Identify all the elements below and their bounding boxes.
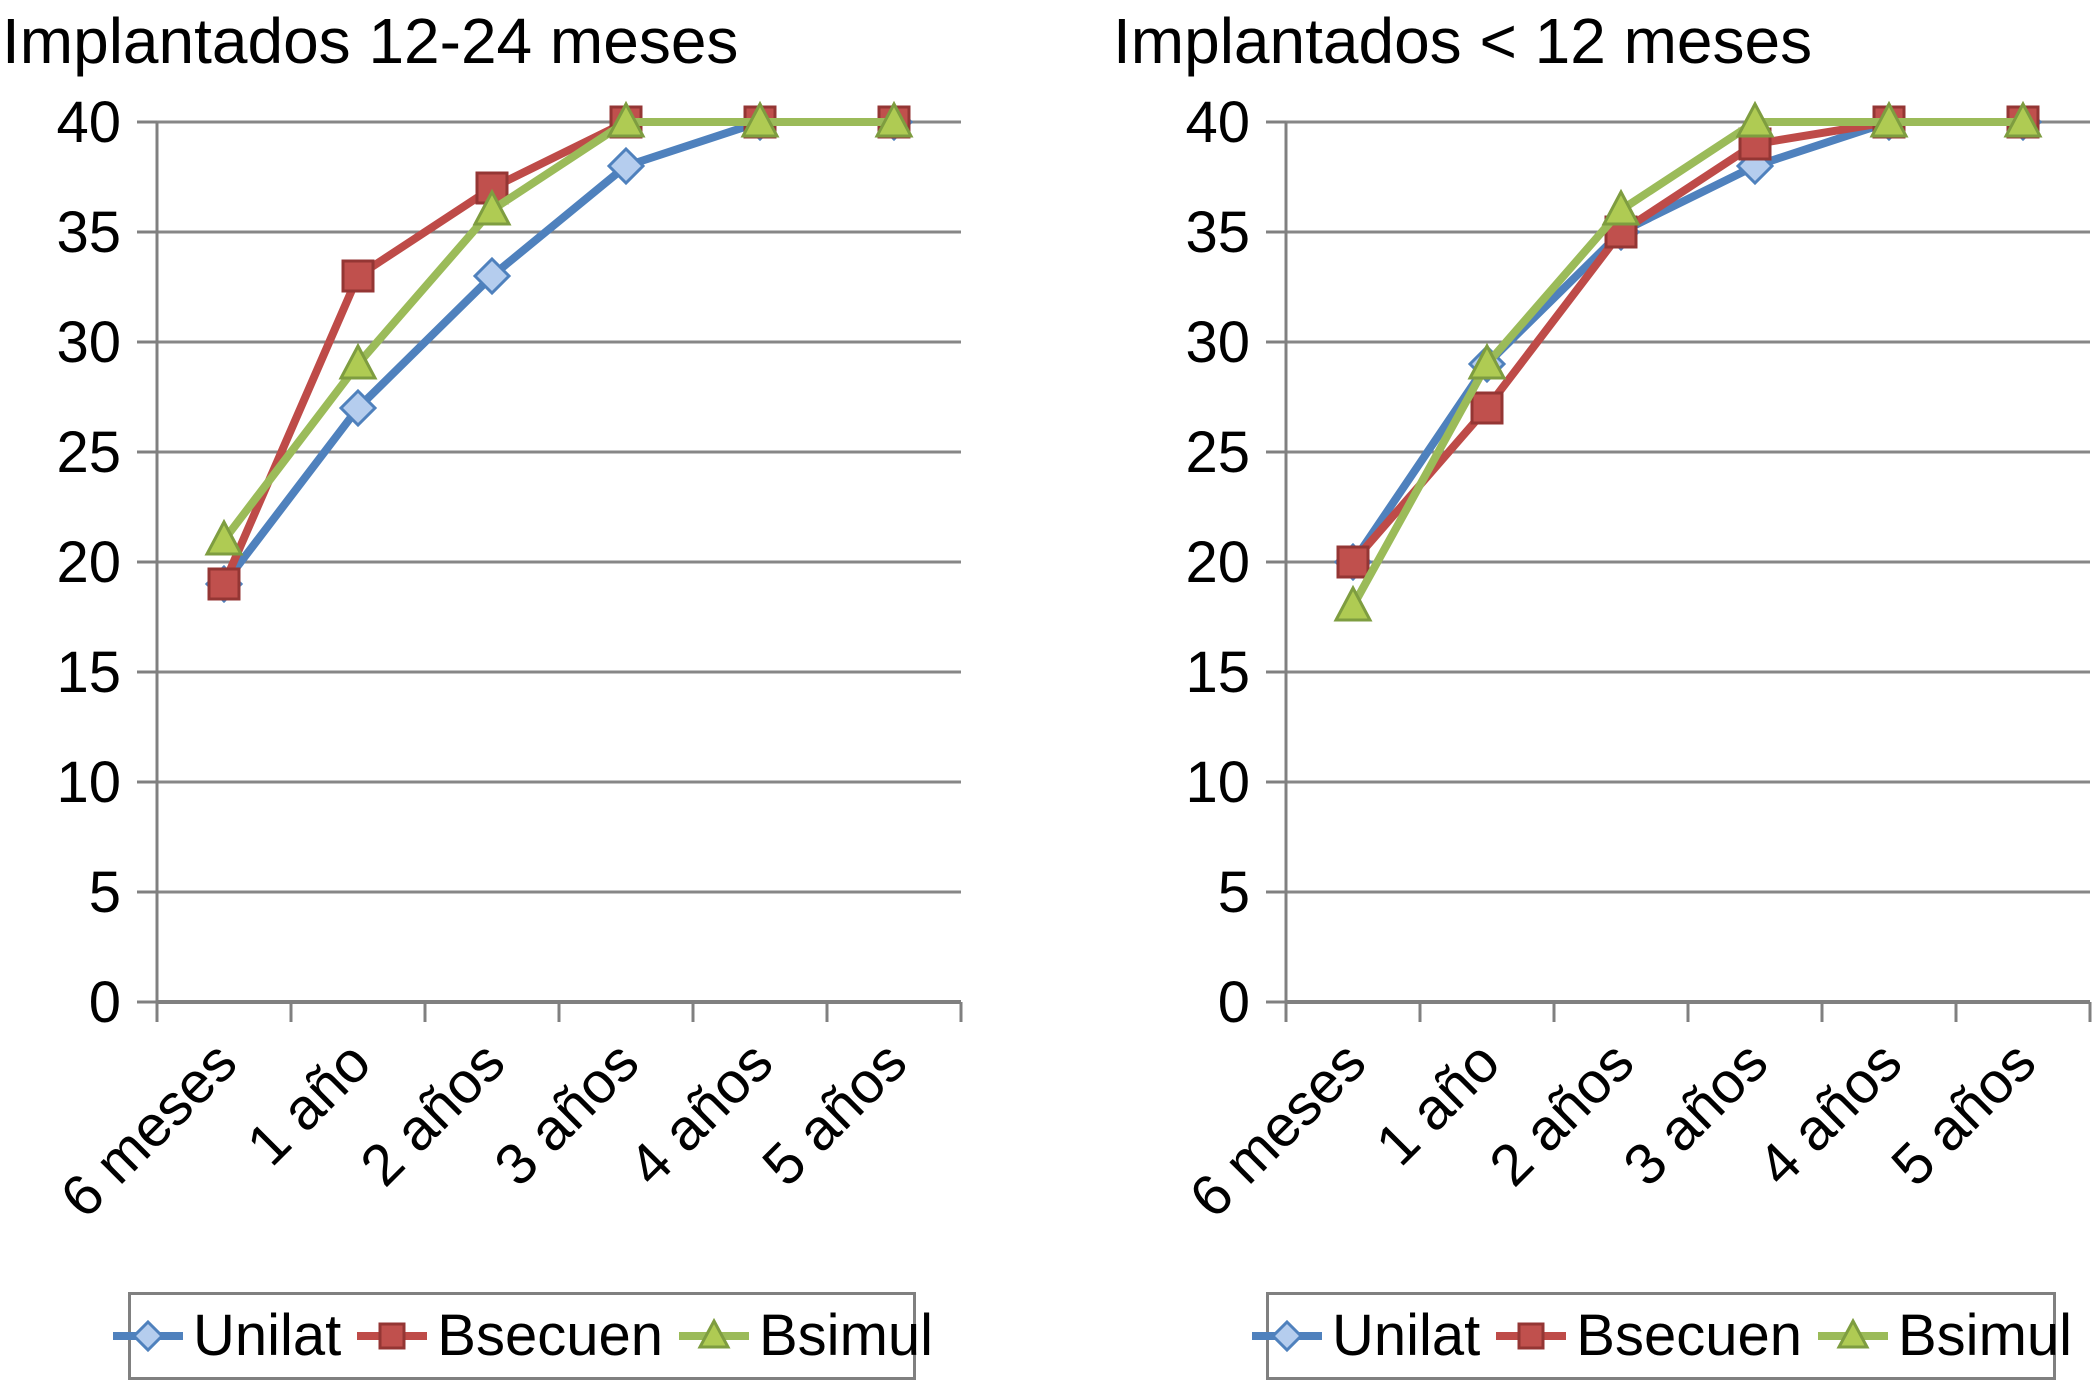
triangle-marker (204, 518, 244, 556)
y-axis-tick-label: 0 (1218, 970, 1250, 1035)
x-axis-category-label: 3 años (482, 1029, 651, 1198)
square-legend-swatch (357, 1322, 428, 1350)
triangle-marker (1735, 100, 1775, 138)
legend-item-unilat: Unilat (111, 1307, 341, 1365)
y-axis-tick-label: 10 (56, 750, 121, 815)
diamond-icon (131, 1319, 165, 1353)
y-axis-tick-label: 25 (1185, 420, 1250, 485)
triangle-marker (338, 342, 378, 380)
square-marker (207, 567, 241, 601)
triangle-marker (1869, 100, 1909, 138)
triangle-marker (1333, 584, 1373, 622)
diamond-marker (606, 146, 646, 186)
legend-label: Bsecuen (1576, 1303, 1802, 1368)
triangle-marker (2003, 100, 2043, 138)
square-marker (1470, 391, 1504, 425)
triangle-marker (874, 100, 914, 138)
triangle-icon (1836, 1317, 1870, 1349)
y-axis-tick-label: 25 (56, 420, 121, 485)
x-axis-category-label: 4 años (1745, 1029, 1914, 1198)
y-axis-tick-label: 10 (1185, 750, 1250, 815)
y-axis-tick-label: 35 (56, 200, 121, 265)
legend-right: Unilat Bsecuen Bsimul (1251, 1292, 2072, 1380)
legend-label: Unilat (192, 1303, 342, 1368)
legend-label: Bsimul (759, 1303, 934, 1368)
y-axis-tick-label: 15 (56, 640, 121, 705)
x-axis-category-label: 6 meses (1177, 1029, 1378, 1230)
x-axis-category-label: 4 años (616, 1029, 785, 1198)
triangle-legend-swatch (1818, 1317, 1888, 1349)
triangle-marker (606, 100, 646, 138)
triangle-marker (1601, 188, 1641, 226)
chart-title-right: Implantados < 12 meses (1113, 5, 1813, 77)
diamond-legend-swatch (112, 1319, 183, 1353)
y-axis-tick-label: 5 (89, 860, 121, 925)
series-line-bsecuen (220, 118, 894, 586)
legend-item-bsimul: Bsimul (1816, 1307, 2072, 1365)
chart-title-left: Implantados 12-24 meses (2, 5, 739, 77)
triangle-marker (1467, 342, 1507, 380)
x-axis-category-label: 2 años (348, 1029, 517, 1198)
y-axis-tick-label: 35 (1185, 200, 1250, 265)
series-line-bsimul (1349, 118, 2023, 608)
y-axis-tick-label: 0 (89, 970, 121, 1035)
series-line-bsimul (220, 118, 894, 543)
legend-label: Unilat (1331, 1303, 1481, 1368)
square-legend-swatch (1496, 1322, 1567, 1350)
x-axis-category-label: 3 años (1611, 1029, 1780, 1198)
legend-item-unilat: Unilat (1250, 1307, 1480, 1365)
x-axis-category-label: 5 años (750, 1029, 919, 1198)
y-axis-tick-label: 20 (56, 530, 121, 595)
x-axis-category-label: 2 años (1477, 1029, 1646, 1198)
triangle-marker (740, 100, 780, 138)
legend-label: Bsimul (1898, 1303, 2073, 1368)
diamond-legend-swatch (1251, 1319, 1322, 1353)
square-marker (341, 259, 375, 293)
diamond-marker (472, 256, 512, 296)
legend-label: Bsecuen (437, 1303, 663, 1368)
square-marker (1336, 545, 1370, 579)
y-axis-tick-label: 40 (56, 90, 121, 155)
legend-item-bsecuen: Bsecuen (1494, 1307, 1802, 1365)
y-axis-tick-label: 15 (1185, 640, 1250, 705)
triangle-icon (697, 1317, 731, 1349)
diamond-marker (338, 388, 378, 428)
legend-item-bsecuen: Bsecuen (355, 1307, 663, 1365)
y-axis-tick-label: 5 (1218, 860, 1250, 925)
legend-left: Unilat Bsecuen Bsimul (112, 1292, 933, 1380)
y-axis-tick-label: 40 (1185, 90, 1250, 155)
square-icon (378, 1322, 406, 1350)
square-icon (1517, 1322, 1545, 1350)
y-axis-tick-label: 30 (56, 310, 121, 375)
legend-item-bsimul: Bsimul (677, 1307, 933, 1365)
x-axis-category-label: 6 meses (48, 1029, 249, 1230)
triangle-marker (472, 188, 512, 226)
x-axis-category-label: 5 años (1879, 1029, 2048, 1198)
diamond-icon (1270, 1319, 1304, 1353)
triangle-legend-swatch (679, 1317, 749, 1349)
y-axis-tick-label: 20 (1185, 530, 1250, 595)
y-axis-tick-label: 30 (1185, 310, 1250, 375)
